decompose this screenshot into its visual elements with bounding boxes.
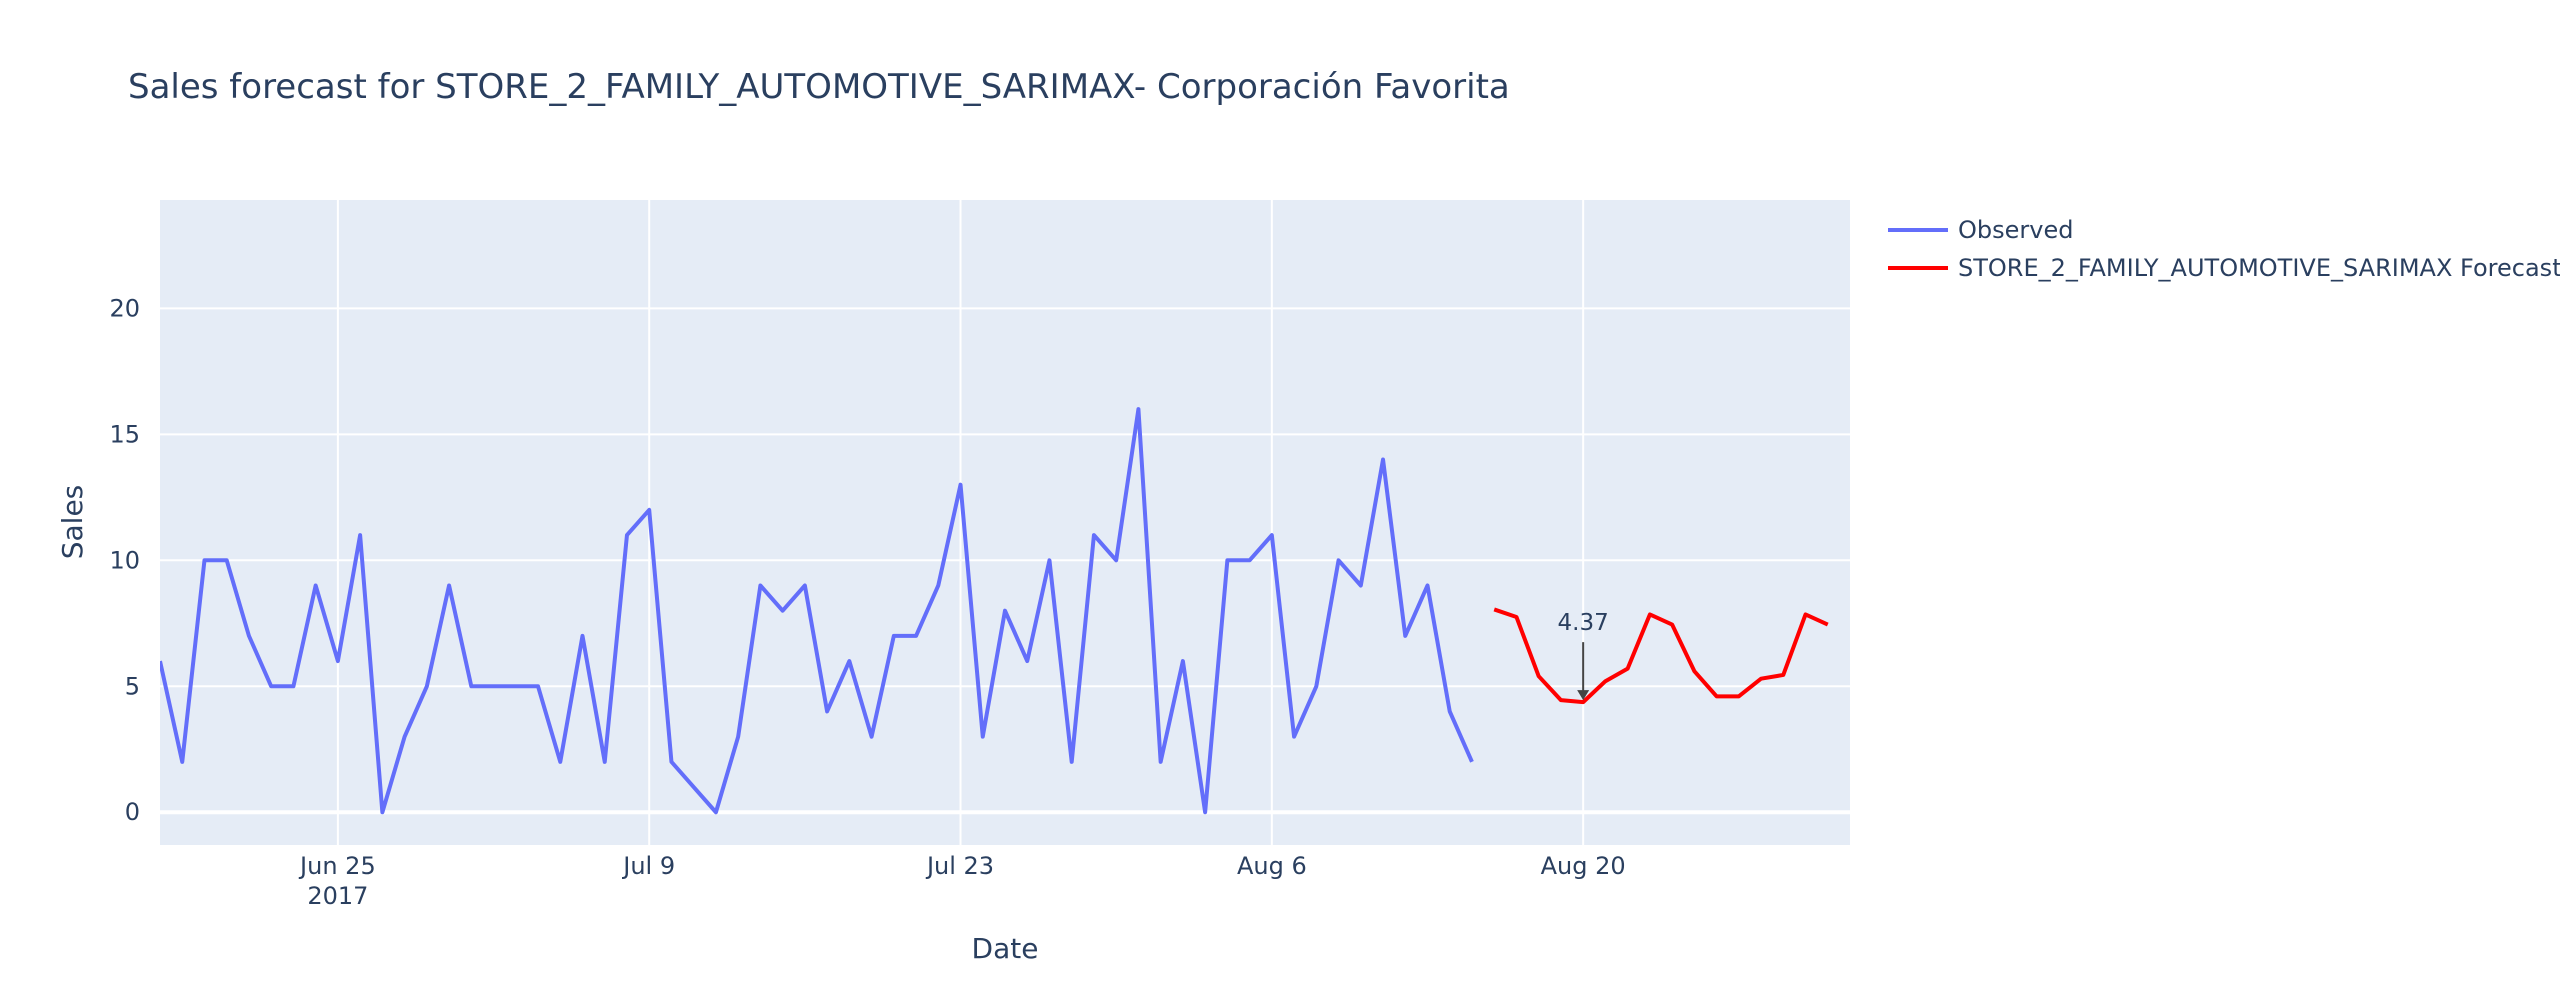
x-tick-label: Jun 25: [298, 852, 376, 880]
y-tick-label: 0: [125, 798, 140, 826]
x-tick-label: Aug 20: [1541, 852, 1626, 880]
y-tick-label: 5: [125, 672, 140, 700]
y-axis-ticks: 0 5 10 15 20: [109, 294, 140, 826]
y-axis-title: Sales: [56, 485, 89, 560]
x-axis-title: Date: [972, 932, 1039, 965]
y-tick-label: 10: [109, 546, 140, 574]
chart-title: Sales forecast for STORE_2_FAMILY_AUTOMO…: [128, 67, 1510, 107]
annotation-arrowhead: [1577, 690, 1590, 701]
x-tick-label: Jul 9: [621, 852, 675, 880]
x-tick-label: Aug 6: [1237, 852, 1307, 880]
annotation-label: 4.37: [1558, 610, 1609, 636]
x-tick-label: Jul 23: [925, 852, 994, 880]
legend-item-label[interactable]: STORE_2_FAMILY_AUTOMOTIVE_SARIMAX Foreca…: [1958, 254, 2560, 282]
forecast-series-line: [1493, 607, 1829, 705]
y-tick-label: 15: [109, 420, 140, 448]
x-tick-sublabel: 2017: [307, 882, 368, 910]
legend-item-label[interactable]: Observed: [1958, 216, 2073, 244]
gridlines: [160, 200, 1850, 845]
annotations: 4.37: [1558, 610, 1609, 701]
y-tick-label: 20: [109, 294, 140, 322]
plot-area: [160, 200, 1850, 845]
legend[interactable]: Observed STORE_2_FAMILY_AUTOMOTIVE_SARIMA…: [1888, 216, 2560, 282]
observed-series-line: [160, 407, 1474, 815]
series-layer: [160, 407, 1829, 815]
